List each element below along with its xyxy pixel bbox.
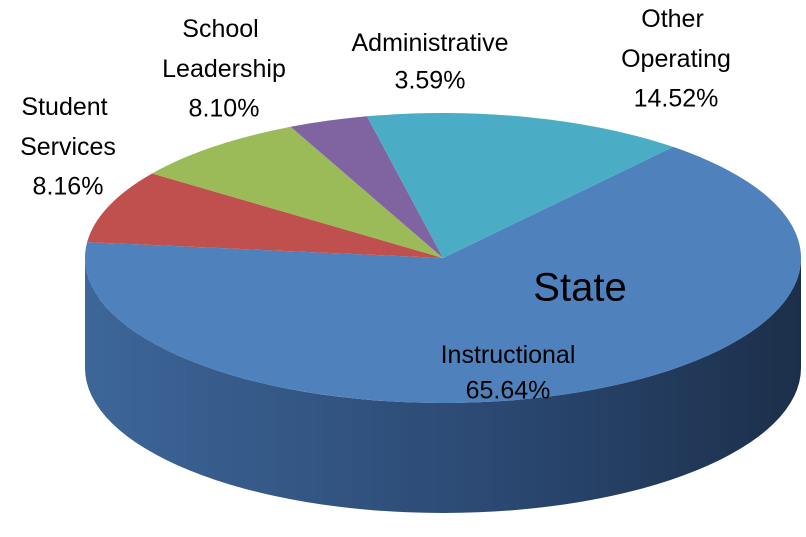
value-label: 3.59% [395,67,466,95]
slice-label: Instructional [441,341,576,369]
value-label: 65.64% [466,377,551,405]
chart-title: State [533,266,626,310]
slice [87,173,443,258]
slice-side [85,258,801,513]
value-label: 8.10% [189,95,260,123]
slice [290,116,443,258]
slice [85,146,802,403]
slice-label: School Leadership [162,15,286,83]
value-label: 8.16% [33,173,104,201]
value-label: 14.52% [634,85,719,113]
slice [152,126,443,258]
slice-label: Administrative [352,29,509,57]
pie-sides [85,258,801,513]
slice-label: Student Services [20,93,116,161]
pie-tops [85,113,802,403]
slice [366,113,674,258]
slice-label: Other Operating [621,5,731,73]
